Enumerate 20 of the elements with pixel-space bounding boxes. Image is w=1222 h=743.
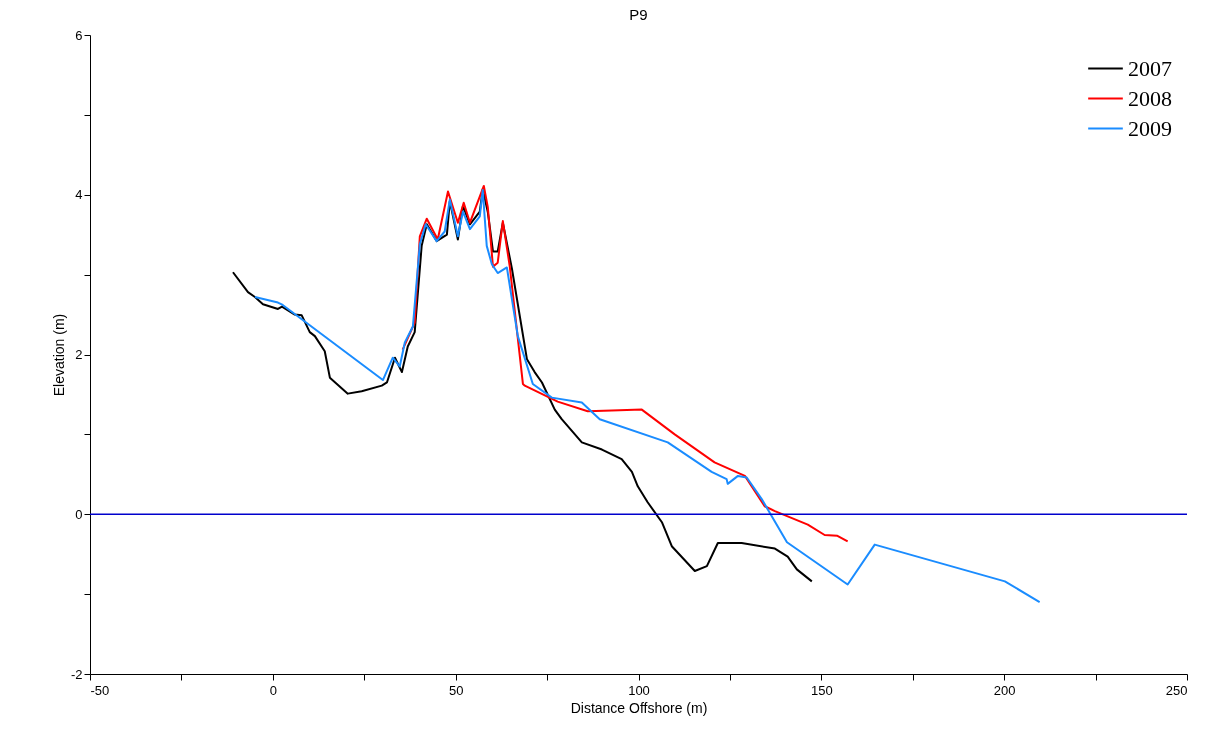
y-tick-label: 2 <box>75 347 83 362</box>
x-axis-title: Distance Offshore (m) <box>570 699 708 716</box>
x-tick-label: 100 <box>628 682 650 698</box>
y-tick-label: 0 <box>75 506 83 522</box>
legend-label: 2009 <box>1128 115 1172 141</box>
line-series <box>401 184 849 543</box>
x-tick-label: 150 <box>810 682 833 698</box>
legend-label: 2007 <box>1128 55 1172 81</box>
legend-label: 2008 <box>1128 85 1172 111</box>
x-tick-label: 200 <box>993 682 1016 698</box>
x-tick-label: 250 <box>1165 682 1188 698</box>
x-tick-label: 50 <box>448 682 464 698</box>
chart-title: P9 <box>629 6 648 23</box>
y-axis-title: Elevation (m) <box>50 313 67 397</box>
x-tick-label: -50 <box>90 682 110 698</box>
y-tick-label: 4 <box>75 187 83 203</box>
x-tick-label: 0 <box>269 682 277 698</box>
y-tick-label: 6 <box>75 27 83 43</box>
y-tick-label: -2 <box>70 666 83 682</box>
line-series <box>253 188 1041 604</box>
